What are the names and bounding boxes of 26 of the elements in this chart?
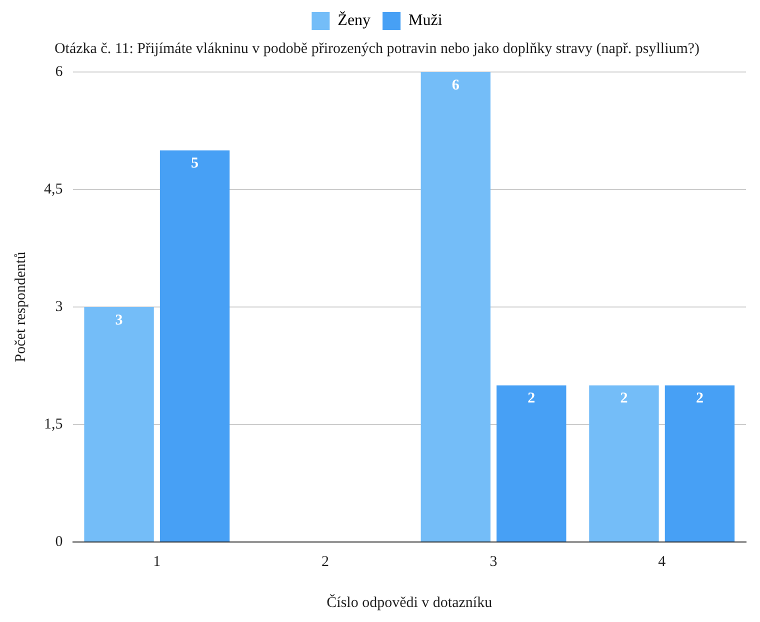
x-tick-label: 3 xyxy=(490,554,498,570)
bar xyxy=(664,385,735,542)
bar xyxy=(160,150,230,542)
bar xyxy=(496,385,566,542)
data-label: 3 xyxy=(115,312,123,328)
bar xyxy=(589,385,659,542)
bar xyxy=(420,72,490,542)
x-tick-label: 4 xyxy=(658,554,666,570)
y-tick-label: 0 xyxy=(55,534,63,550)
y-tick-label: 3 xyxy=(55,298,63,315)
data-label: 6 xyxy=(452,77,460,94)
data-label: 2 xyxy=(528,390,536,407)
chart-title: Otázka č. 11: Přijímáte vlákninu v podobě přirozených potravin nebo jako doplňky stravy (např. psyllium?) xyxy=(54,40,700,57)
x-tick-label: 1 xyxy=(153,554,161,570)
y-tick-label: 1,5 xyxy=(44,416,63,432)
data-label: 5 xyxy=(191,156,199,172)
y-axis-title: Počet respondentů xyxy=(12,251,29,362)
data-label: 2 xyxy=(620,390,628,407)
legend-label: Muži xyxy=(408,12,443,30)
bar xyxy=(84,307,154,542)
legend-label: Ženy xyxy=(338,11,371,30)
x-tick-label: 2 xyxy=(321,554,329,570)
x-axis-title: Číslo odpovědi v dotazníku xyxy=(326,594,493,611)
y-tick-label: 4,5 xyxy=(44,181,63,198)
data-label: 2 xyxy=(696,390,704,407)
y-tick-label: 6 xyxy=(55,64,64,80)
